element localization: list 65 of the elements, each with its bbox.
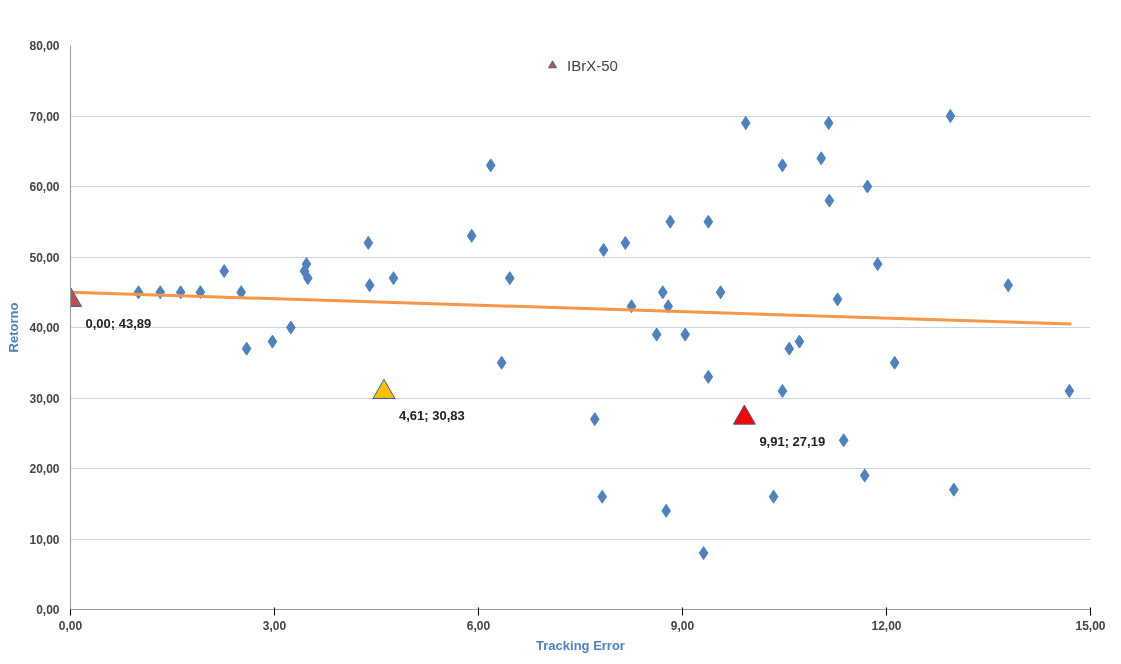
point [620,235,631,250]
point [680,327,691,342]
point [661,503,672,518]
x-tick-label: 15,00 [1075,618,1106,633]
point [466,228,477,243]
y-tick-label: 20,00 [29,462,60,476]
point [1064,383,1075,398]
point [703,369,714,384]
annotation: 4,61; 30,83 [398,408,465,424]
y-tick-label: 30,00 [29,391,60,406]
x-tick-label: 9,00 [670,618,695,633]
point [363,235,374,250]
y-tick-label: 10,00 [29,532,60,547]
y-tick-label: 70,00 [29,109,60,124]
point [824,193,835,208]
y-axis-title: Retorno [6,302,22,353]
y-tick-label: 50,00 [29,250,60,265]
y-tick-label: 60,00 [29,180,60,194]
point [698,546,709,561]
point [777,158,788,173]
y-tick-label: 40,00 [29,321,60,335]
point [715,285,726,300]
point [241,341,252,356]
point [597,489,608,504]
y-tick-label: 80,00 [29,39,60,53]
point [485,158,496,173]
point [496,355,507,370]
point [1003,278,1014,293]
x-tick-label: 12,00 [871,618,902,633]
annotation: 0,00; 43,89 [85,316,152,332]
point [862,179,873,194]
point [740,116,751,131]
point [823,116,834,131]
legend-label: IBrX-50 [567,56,618,74]
point [703,214,714,229]
y-tick-label: 0,00 [36,603,60,617]
x-tick-label: 3,00 [262,618,287,633]
point [589,412,600,427]
point [816,151,827,166]
annotation: 9,91; 27,19 [759,433,826,449]
x-tick-label: 0,00 [58,618,83,633]
point [665,214,676,229]
point [388,271,399,286]
x-tick-label: 6,00 [466,618,491,633]
point [219,264,230,279]
point [784,341,795,356]
point [832,292,843,307]
point [872,257,883,272]
point [267,334,278,349]
point [768,489,779,504]
point [859,468,870,483]
point [948,482,959,497]
point [657,285,668,300]
point [651,327,662,342]
point [285,320,296,335]
point [889,355,900,370]
x-axis-title: Tracking Error [536,637,625,653]
point [504,271,515,286]
point [777,383,788,398]
point [598,242,609,257]
point [838,433,849,448]
point [302,271,313,286]
point [364,278,375,293]
point [945,109,956,123]
point [794,334,805,349]
